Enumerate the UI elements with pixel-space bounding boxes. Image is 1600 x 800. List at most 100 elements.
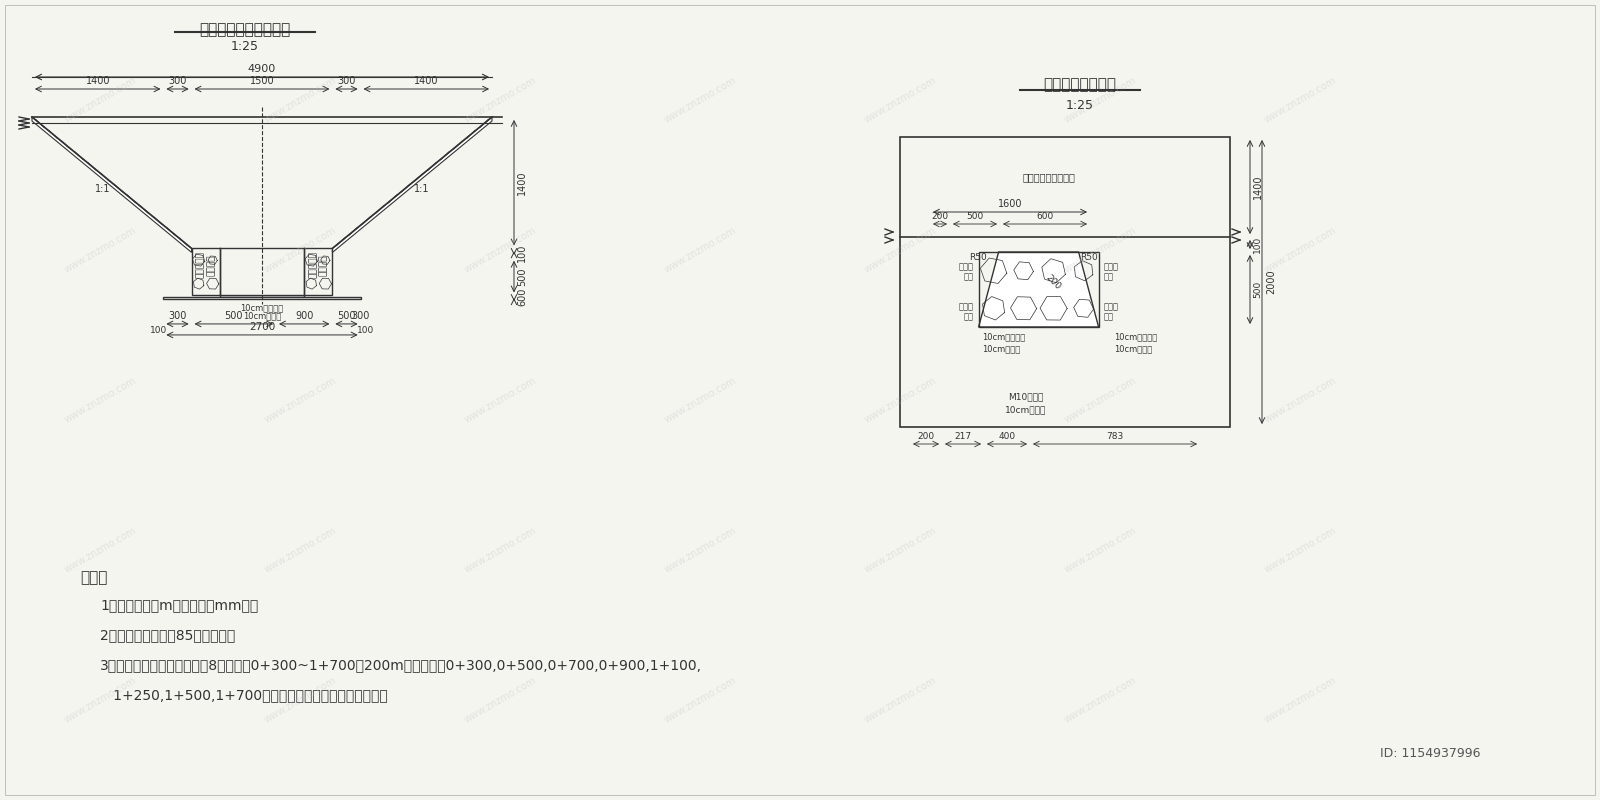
Text: www.znzmo.com: www.znzmo.com xyxy=(262,675,338,725)
Text: 10cm厚混凝土: 10cm厚混凝土 xyxy=(982,332,1026,341)
Text: www.znzmo.com: www.znzmo.com xyxy=(262,375,338,425)
Text: www.znzmo.com: www.znzmo.com xyxy=(1062,675,1138,725)
Text: www.znzmo.com: www.znzmo.com xyxy=(662,675,738,725)
Text: 1、图中高程以m计，尺寸以mm计；: 1、图中高程以m计，尺寸以mm计； xyxy=(99,598,258,612)
Text: 1:25: 1:25 xyxy=(1066,99,1094,112)
Text: 10cm厚砾石: 10cm厚砾石 xyxy=(1115,344,1152,353)
Text: 500: 500 xyxy=(966,212,984,221)
Bar xyxy=(219,295,304,298)
Text: 2、本图高程系统为85高程系统；: 2、本图高程系统为85高程系统； xyxy=(99,628,235,642)
Text: www.znzmo.com: www.znzmo.com xyxy=(662,526,738,574)
Text: 300: 300 xyxy=(338,76,355,86)
Text: 4900: 4900 xyxy=(248,64,277,74)
Text: www.znzmo.com: www.znzmo.com xyxy=(462,675,538,725)
Bar xyxy=(899,137,1230,427)
Text: 浆砌石
垫层: 浆砌石 垫层 xyxy=(958,262,973,282)
Text: www.znzmo.com: www.znzmo.com xyxy=(62,75,138,125)
Text: 783: 783 xyxy=(1106,432,1123,441)
Polygon shape xyxy=(979,252,1099,327)
Text: www.znzmo.com: www.znzmo.com xyxy=(1062,375,1138,425)
Text: 柔性垫
层下: 柔性垫 层下 xyxy=(1104,302,1118,322)
Text: 说明：: 说明： xyxy=(80,570,107,585)
Text: 1400: 1400 xyxy=(517,170,526,195)
Text: 渠道溢流堰剖面图: 渠道溢流堰剖面图 xyxy=(1043,77,1117,92)
Text: 200: 200 xyxy=(917,432,934,441)
Text: 500: 500 xyxy=(338,311,355,321)
Polygon shape xyxy=(32,117,192,253)
Text: www.znzmo.com: www.znzmo.com xyxy=(1062,75,1138,125)
Bar xyxy=(163,298,360,299)
Text: 10cm厚砾石: 10cm厚砾石 xyxy=(1005,405,1046,414)
Text: 1:1: 1:1 xyxy=(94,184,110,194)
Text: 500: 500 xyxy=(224,311,243,321)
Bar xyxy=(979,252,1099,327)
Text: M10浆砌石: M10浆砌石 xyxy=(1008,392,1043,401)
Text: 10cm厚混凝土: 10cm厚混凝土 xyxy=(240,303,283,312)
Text: 六角空心植
草砖护坡: 六角空心植 草砖护坡 xyxy=(195,251,216,278)
Text: 600: 600 xyxy=(517,288,526,306)
Text: 浆砌石
垫层: 浆砌石 垫层 xyxy=(1104,262,1118,282)
Text: www.znzmo.com: www.znzmo.com xyxy=(62,526,138,574)
Text: 300: 300 xyxy=(352,311,370,321)
Text: ID: 1154937996: ID: 1154937996 xyxy=(1379,747,1480,760)
Text: www.znzmo.com: www.znzmo.com xyxy=(62,226,138,274)
Text: 六角空心植
草砖护坡: 六角空心植 草砖护坡 xyxy=(309,251,328,278)
Text: 200: 200 xyxy=(931,212,949,221)
Text: 900: 900 xyxy=(294,311,314,321)
Text: www.znzmo.com: www.znzmo.com xyxy=(862,675,938,725)
Text: www.znzmo.com: www.znzmo.com xyxy=(862,375,938,425)
Text: R50: R50 xyxy=(970,253,987,262)
Text: 2000: 2000 xyxy=(1266,270,1277,294)
Text: www.znzmo.com: www.znzmo.com xyxy=(1262,226,1338,274)
Text: www.znzmo.com: www.znzmo.com xyxy=(662,226,738,274)
Text: www.znzmo.com: www.znzmo.com xyxy=(262,75,338,125)
Text: 500: 500 xyxy=(1253,281,1262,298)
Text: www.znzmo.com: www.znzmo.com xyxy=(1062,226,1138,274)
Text: 10cm厚混凝土: 10cm厚混凝土 xyxy=(1115,332,1158,341)
Text: 2700: 2700 xyxy=(250,322,275,332)
Text: www.znzmo.com: www.znzmo.com xyxy=(862,226,938,274)
Text: 300: 300 xyxy=(168,311,187,321)
Text: www.znzmo.com: www.znzmo.com xyxy=(462,526,538,574)
Text: www.znzmo.com: www.znzmo.com xyxy=(62,375,138,425)
Text: 10cm厚砾石: 10cm厚砾石 xyxy=(982,344,1021,353)
Text: www.znzmo.com: www.znzmo.com xyxy=(1062,526,1138,574)
Text: 600: 600 xyxy=(1037,212,1054,221)
Text: www.znzmo.com: www.znzmo.com xyxy=(662,375,738,425)
Text: 10cm厚砾石: 10cm厚砾石 xyxy=(243,311,282,320)
Text: 1:1: 1:1 xyxy=(414,184,429,194)
Text: 1+250,1+500,1+700，断面型式均采用典型断面设计。: 1+250,1+500,1+700，断面型式均采用典型断面设计。 xyxy=(99,688,387,702)
Text: 100: 100 xyxy=(517,244,526,262)
Text: www.znzmo.com: www.znzmo.com xyxy=(1262,675,1338,725)
Text: www.znzmo.com: www.znzmo.com xyxy=(462,226,538,274)
Text: www.znzmo.com: www.znzmo.com xyxy=(262,226,338,274)
Text: 100: 100 xyxy=(1253,236,1262,253)
Bar xyxy=(192,249,219,295)
Text: www.znzmo.com: www.znzmo.com xyxy=(662,75,738,125)
Text: www.znzmo.com: www.znzmo.com xyxy=(262,526,338,574)
Text: www.znzmo.com: www.znzmo.com xyxy=(462,75,538,125)
Text: 1500: 1500 xyxy=(250,76,274,86)
Text: 1:25: 1:25 xyxy=(230,40,259,53)
Text: www.znzmo.com: www.znzmo.com xyxy=(862,526,938,574)
Text: R50: R50 xyxy=(1080,253,1098,262)
Text: www.znzmo.com: www.znzmo.com xyxy=(1262,375,1338,425)
Text: 1600: 1600 xyxy=(998,199,1022,209)
Text: 渠道溢流堰下游立视图: 渠道溢流堰下游立视图 xyxy=(200,22,291,37)
Text: 500: 500 xyxy=(517,267,526,286)
Text: 400: 400 xyxy=(998,432,1016,441)
Text: 柔性垫
层下: 柔性垫 层下 xyxy=(958,302,973,322)
Text: 六角空心植草砖护坡: 六角空心植草砖护坡 xyxy=(1022,172,1075,182)
Text: 100: 100 xyxy=(150,326,168,335)
Text: 300: 300 xyxy=(168,76,187,86)
Text: 3、工程在渠道中布置溢流堰8道，桩号0+300~1+700每200m设一道，即0+300,0+500,0+700,0+900,1+100,: 3、工程在渠道中布置溢流堰8道，桩号0+300~1+700每200m设一道，即0… xyxy=(99,658,702,672)
Polygon shape xyxy=(333,117,493,253)
Bar xyxy=(304,249,333,295)
Text: www.znzmo.com: www.znzmo.com xyxy=(1262,75,1338,125)
Text: www.znzmo.com: www.znzmo.com xyxy=(462,375,538,425)
Text: 200: 200 xyxy=(1045,273,1062,291)
Text: www.znzmo.com: www.znzmo.com xyxy=(62,675,138,725)
Text: 1400: 1400 xyxy=(414,76,438,86)
Text: www.znzmo.com: www.znzmo.com xyxy=(862,75,938,125)
Text: www.znzmo.com: www.znzmo.com xyxy=(1262,526,1338,574)
